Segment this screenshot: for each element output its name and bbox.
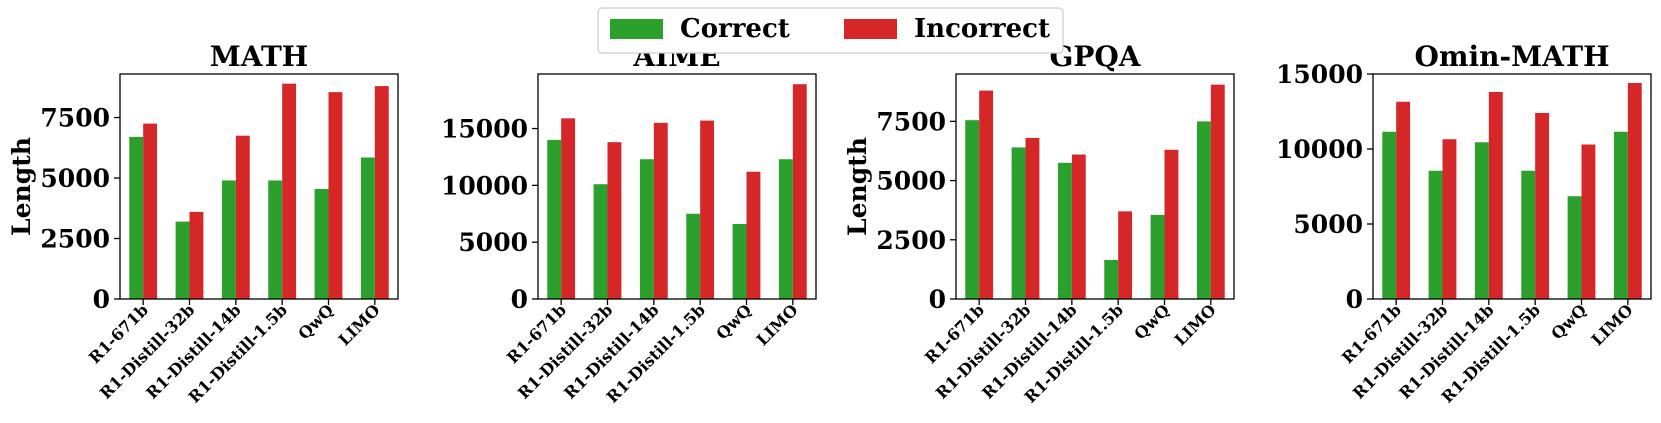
bar-incorrect-4 xyxy=(1535,113,1550,299)
bar-correct-5 xyxy=(314,188,329,299)
y-tick-label: 5000 xyxy=(40,164,110,193)
x-tick-label: LIMO xyxy=(1171,300,1220,349)
y-tick-label: 15000 xyxy=(1276,60,1363,89)
legend-label-correct: Correct xyxy=(680,14,790,44)
y-tick-label: 0 xyxy=(1346,285,1363,314)
y-tick-label: 10000 xyxy=(441,171,528,200)
chart-panel-1: 0250050007500R1-671bR1-Distill-32bR1-Dis… xyxy=(7,40,399,407)
chart-panel-3: 0250050007500R1-671bR1-Distill-32bR1-Dis… xyxy=(843,40,1235,407)
bar-incorrect-4 xyxy=(282,83,297,300)
bar-incorrect-5 xyxy=(1164,149,1179,299)
bar-incorrect-6 xyxy=(792,84,807,299)
x-tick-label: QwQ xyxy=(1547,300,1590,343)
bar-correct-3 xyxy=(1057,162,1072,299)
bar-correct-3 xyxy=(639,159,654,299)
bar-correct-2 xyxy=(593,184,608,299)
chart-title: GPQA xyxy=(1049,40,1141,73)
bar-incorrect-3 xyxy=(1071,154,1086,299)
x-tick-label: LIMO xyxy=(753,300,802,349)
y-axis-label: Length xyxy=(7,137,36,236)
bar-incorrect-5 xyxy=(328,92,343,300)
bar-incorrect-4 xyxy=(1118,211,1133,299)
x-tick-label: QwQ xyxy=(294,300,337,343)
bar-incorrect-5 xyxy=(1581,144,1596,299)
chart-panel-4: 050001000015000R1-671bR1-Distill-32bR1-D… xyxy=(1276,40,1652,407)
chart-title: MATH xyxy=(210,40,308,73)
bar-correct-3 xyxy=(221,180,236,299)
legend-swatch-incorrect xyxy=(844,19,897,39)
bar-correct-1 xyxy=(1382,131,1397,299)
legend-swatch-correct xyxy=(610,19,663,39)
bar-correct-6 xyxy=(778,159,793,299)
y-tick-label: 10000 xyxy=(1276,135,1363,164)
bar-correct-2 xyxy=(1011,147,1026,299)
bar-incorrect-6 xyxy=(1210,84,1225,299)
x-tick-label: QwQ xyxy=(1130,300,1173,343)
y-tick-label: 5000 xyxy=(1293,210,1363,239)
bar-incorrect-3 xyxy=(1488,92,1503,299)
y-tick-label: 0 xyxy=(929,285,946,314)
plot-frame xyxy=(537,73,817,300)
bar-incorrect-6 xyxy=(374,86,389,299)
bar-incorrect-3 xyxy=(235,135,250,299)
bar-correct-5 xyxy=(732,224,747,299)
y-tick-label: 0 xyxy=(511,285,528,314)
x-tick-label: QwQ xyxy=(712,300,755,343)
bar-correct-6 xyxy=(1196,121,1211,300)
y-tick-label: 2500 xyxy=(40,225,110,254)
bar-correct-4 xyxy=(268,180,283,299)
bar-correct-1 xyxy=(129,136,144,299)
bar-correct-2 xyxy=(1428,170,1443,299)
chart-title: Omin-MATH xyxy=(1414,40,1609,73)
bar-correct-1 xyxy=(965,120,980,300)
bar-correct-5 xyxy=(1150,214,1165,299)
bar-correct-2 xyxy=(175,221,190,299)
y-tick-label: 7500 xyxy=(40,104,110,133)
bar-incorrect-2 xyxy=(607,142,622,299)
y-tick-label: 5000 xyxy=(458,228,528,257)
y-tick-label: 0 xyxy=(93,285,110,314)
x-tick-label: LIMO xyxy=(335,300,384,349)
bar-incorrect-3 xyxy=(653,122,668,299)
legend: Correct Incorrect xyxy=(597,7,1064,54)
y-tick-label: 15000 xyxy=(441,115,528,144)
bar-incorrect-2 xyxy=(1442,139,1457,299)
y-tick-label: 2500 xyxy=(876,226,946,255)
bar-correct-4 xyxy=(1521,170,1536,299)
bar-correct-5 xyxy=(1567,196,1582,299)
plot-frame xyxy=(119,73,399,300)
y-tick-label: 5000 xyxy=(876,167,946,196)
bar-incorrect-5 xyxy=(746,171,761,299)
legend-label-incorrect: Incorrect xyxy=(914,14,1050,44)
bar-correct-4 xyxy=(686,213,701,299)
bar-incorrect-1 xyxy=(979,90,994,299)
bar-incorrect-1 xyxy=(561,118,576,299)
bar-incorrect-1 xyxy=(143,123,158,299)
bar-incorrect-1 xyxy=(1396,101,1411,299)
y-axis-label: Length xyxy=(843,137,872,236)
x-tick-label: LIMO xyxy=(1588,300,1637,349)
bar-incorrect-4 xyxy=(700,120,715,299)
bar-incorrect-6 xyxy=(1627,83,1642,299)
bar-correct-1 xyxy=(547,139,562,299)
bar-correct-6 xyxy=(360,157,375,299)
plot-frame xyxy=(1372,73,1652,300)
y-tick-label: 7500 xyxy=(876,107,946,136)
chart-panel-2: 050001000015000R1-671bR1-Distill-32bR1-D… xyxy=(441,40,817,407)
legend-frame xyxy=(597,7,1064,54)
bar-correct-3 xyxy=(1474,142,1489,299)
bar-correct-6 xyxy=(1613,131,1628,299)
bar-incorrect-2 xyxy=(1025,137,1040,299)
bar-correct-4 xyxy=(1104,259,1119,299)
plot-frame xyxy=(955,73,1235,300)
bar-incorrect-2 xyxy=(189,211,204,299)
